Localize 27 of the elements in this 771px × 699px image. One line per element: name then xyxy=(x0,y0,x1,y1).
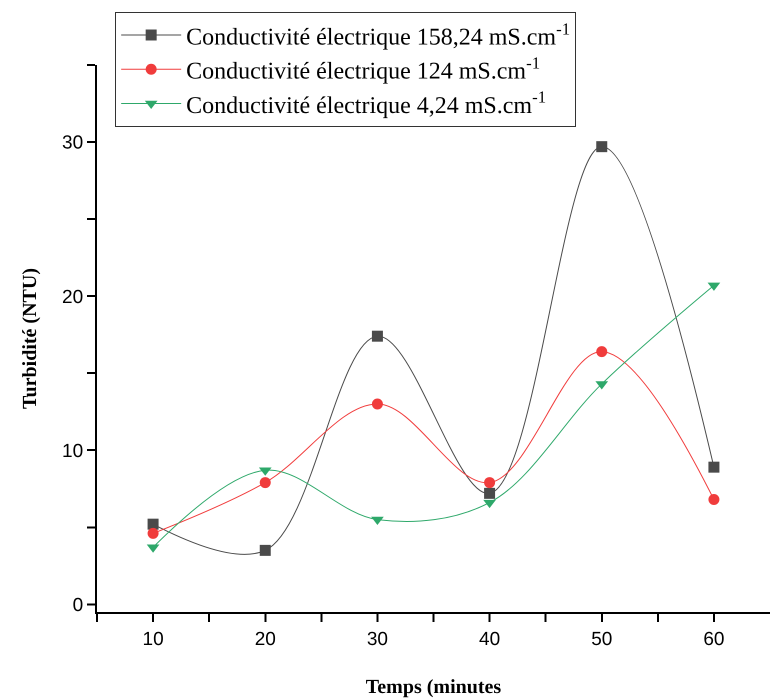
point xyxy=(596,141,608,152)
point xyxy=(148,528,159,539)
point xyxy=(596,346,608,358)
legend-label: Conductivité électrique 124 mS.cm$^{-1}$ xyxy=(186,54,540,85)
point xyxy=(260,544,271,556)
x-tick-label: 10 xyxy=(142,628,164,650)
legend-label: Conductivité électrique 4,24 mS.cm$^{-1}$ xyxy=(186,88,546,119)
y-tick-label: 10 xyxy=(62,440,84,462)
x-axis-title: Temps (minutes xyxy=(366,676,502,698)
point xyxy=(484,488,496,499)
x-tick-label: 40 xyxy=(479,628,500,650)
point xyxy=(372,330,383,342)
x-tick-label: 30 xyxy=(366,628,388,650)
y-tick-label: 0 xyxy=(72,594,84,616)
y-axis-title: Turbidité (NTU) xyxy=(19,268,42,409)
point xyxy=(708,462,720,473)
point xyxy=(372,398,383,410)
y-tick-label: 20 xyxy=(62,286,84,308)
x-tick-label: 50 xyxy=(591,628,612,650)
point xyxy=(484,477,496,488)
x-tick-label: 20 xyxy=(254,628,276,650)
legend-label: Conductivité électrique 158,24 mS.cm$^{-1}$ xyxy=(186,19,570,50)
point xyxy=(260,477,271,488)
point xyxy=(148,518,159,530)
point xyxy=(708,494,720,506)
y-tick-label: 30 xyxy=(62,132,84,154)
x-tick-label: 60 xyxy=(703,628,724,650)
